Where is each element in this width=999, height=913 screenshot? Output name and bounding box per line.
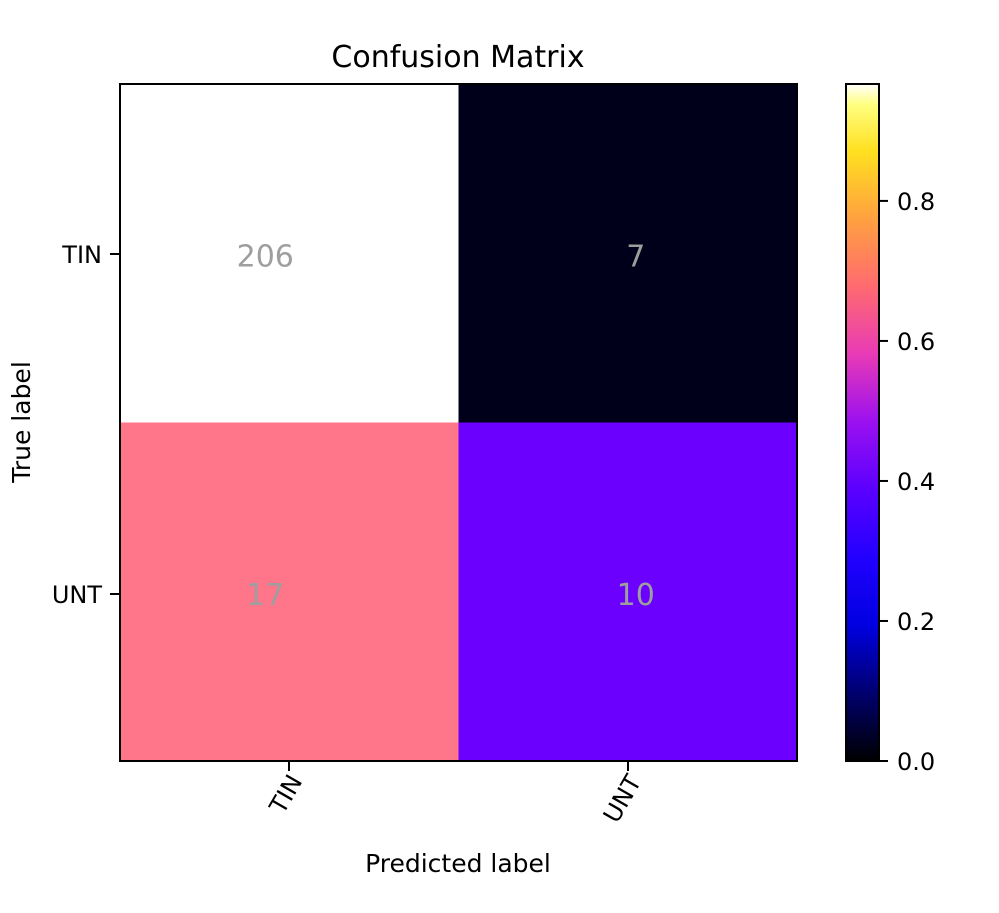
colorbar [846, 84, 879, 761]
cell-count-label: 206 [237, 239, 294, 274]
colorbar-tick-label: 0.2 [897, 608, 935, 636]
heatmap-cells [120, 84, 797, 761]
heatmap-cell-unt-tin [120, 422, 459, 761]
colorbar-tick-label: 0.8 [897, 188, 935, 216]
heatmap-cell-unt-unt [458, 422, 797, 761]
x-tick-label: TIN [264, 770, 309, 819]
cell-count-label: 7 [626, 239, 645, 274]
y-tick-label: UNT [52, 581, 103, 609]
chart-title: Confusion Matrix [331, 40, 584, 75]
heatmap-cell-labels: 206 7 17 10 [237, 239, 655, 613]
x-tick-label: UNT [598, 770, 648, 828]
colorbar-ticks: 0.0 0.2 0.4 0.6 0.8 [879, 188, 935, 776]
colorbar-frame [845, 83, 880, 762]
plot-frame [119, 83, 798, 762]
cell-count-label: 10 [617, 578, 655, 613]
cell-count-label: 17 [246, 578, 284, 613]
x-axis-ticks: TIN UNT [264, 761, 648, 828]
colorbar-tick-label: 0.4 [897, 468, 935, 496]
y-axis-label: True label [7, 361, 36, 484]
y-axis-ticks: TIN UNT [52, 241, 120, 609]
y-tick-label: TIN [61, 241, 102, 269]
heatmap-cell-tin-unt [458, 84, 797, 423]
heatmap-cell-tin-tin [120, 84, 459, 423]
x-axis-label: Predicted label [365, 849, 551, 878]
colorbar-tick-label: 0.0 [897, 748, 935, 776]
colorbar-tick-label: 0.6 [897, 328, 935, 356]
